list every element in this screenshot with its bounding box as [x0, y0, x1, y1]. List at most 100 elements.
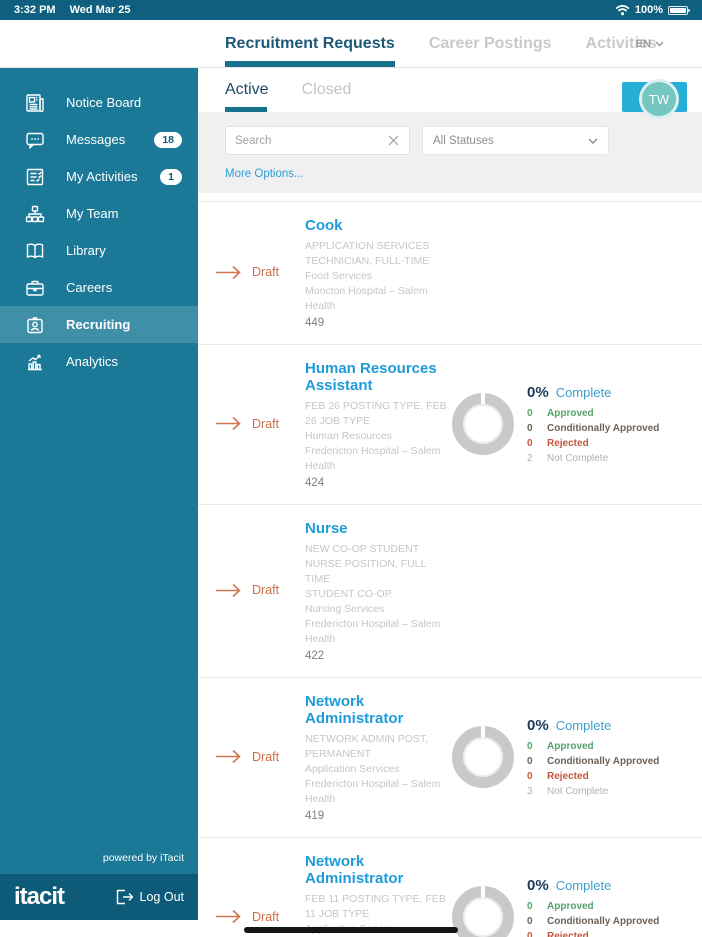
chevron-down-icon: [655, 40, 664, 47]
sidebar-item-label: Library: [66, 243, 106, 258]
sidebar-item-careers[interactable]: Careers: [0, 269, 198, 306]
approved-count-line: 0 Approved: [527, 407, 594, 419]
content-panel: Active Closed NEW TW All Statuses: [198, 68, 702, 937]
approval-progress: 0% Complete 0 Approved 0 Conditionally A…: [452, 691, 702, 822]
rejected-count-line: 0 Rejected: [527, 437, 589, 449]
progress-percent: 0%: [527, 716, 549, 734]
language-selector[interactable]: EN: [636, 20, 664, 67]
logout-label: Log Out: [139, 890, 184, 904]
request-title[interactable]: Nurse: [305, 520, 348, 537]
sidebar-item-label: Messages: [66, 132, 126, 147]
request-row[interactable]: Draft Network Administrator NETWORK ADMI…: [198, 677, 702, 837]
tab-bar: Active Closed NEW TW: [198, 68, 702, 119]
status-filter-dropdown[interactable]: All Statuses: [422, 126, 609, 155]
sidebar-item-my-team[interactable]: My Team: [0, 195, 198, 232]
draft-arrow-icon: [215, 908, 242, 925]
newspaper-icon: [23, 91, 47, 115]
request-row[interactable]: Draft Network Administrator FEB 11 POSTI…: [198, 837, 702, 937]
request-id: 419: [305, 810, 325, 822]
briefcase-icon: [23, 276, 47, 300]
request-row[interactable]: Draft Nurse NEW CO-OP STUDENT NURSE POSI…: [198, 504, 702, 677]
chevron-down-icon: [588, 138, 598, 144]
tab-closed[interactable]: Closed: [301, 81, 352, 98]
nav-activities[interactable]: Activities: [585, 34, 657, 52]
nav-recruitment-requests[interactable]: Recruitment Requests: [225, 20, 395, 67]
battery-percent: 100%: [634, 4, 663, 16]
sidebar-item-library[interactable]: Library: [0, 232, 198, 269]
rejected-count-line: 0 Rejected: [527, 770, 589, 782]
more-options-link[interactable]: More Options...: [225, 168, 304, 180]
logout-bar: itacit Log Out: [0, 874, 198, 920]
progress-percent: 0%: [527, 383, 549, 401]
sidebar-item-recruiting[interactable]: Recruiting: [0, 306, 198, 343]
request-row[interactable]: Draft Cook APPLICATION SERVICES TECHNICI…: [198, 201, 702, 344]
approval-progress: 0% Complete 0 Approved 0 Conditionally A…: [452, 358, 702, 489]
progress-complete-label: Complete: [555, 877, 612, 893]
request-type-line: STUDENT CO-OP: [305, 588, 392, 600]
request-type-line: NEW CO-OP STUDENT NURSE POSITION, FULL T…: [305, 543, 426, 585]
sidebar-item-label: Notice Board: [66, 95, 142, 110]
status-bar: 3:32 PM Wed Mar 25 100%: [0, 0, 702, 20]
not-complete-count-line: 2 Not Complete: [527, 452, 609, 464]
nav-career-postings[interactable]: Career Postings: [428, 34, 552, 52]
filter-bar: All Statuses More Options...: [198, 113, 702, 193]
clock-time: 3:32 PM: [14, 4, 56, 16]
progress-percent: 0%: [527, 876, 549, 894]
approved-count-line: 0 Approved: [527, 900, 594, 912]
sidebar-item-notice-board[interactable]: Notice Board: [0, 84, 198, 121]
language-label: EN: [635, 37, 651, 50]
status-filter-value: All Statuses: [433, 134, 494, 147]
clear-search-icon[interactable]: [387, 134, 400, 147]
draft-arrow-icon: [215, 582, 242, 599]
request-type-line: NETWORK ADMIN POST, PERMANENT: [305, 733, 429, 760]
request-title[interactable]: Cook: [305, 217, 343, 234]
request-location: Fredericton Hospital – Salem Health: [305, 445, 441, 472]
powered-by-text: powered by iTacit: [102, 852, 184, 864]
activities-badge: 1: [160, 168, 182, 185]
clock-date: Wed Mar 25: [69, 4, 131, 16]
request-department: Food Services: [305, 270, 373, 282]
request-department: Application Services: [305, 763, 400, 775]
conditionally-approved-count-line: 0 Conditionally Approved: [527, 755, 660, 767]
request-location: Fredericton Hospital – Salem Health: [305, 618, 441, 645]
request-id: 449: [305, 317, 325, 329]
sidebar-item-label: Careers: [66, 280, 113, 295]
request-department: Nursing Services: [305, 603, 385, 615]
request-id: 424: [305, 477, 325, 489]
request-location: Fredericton Hospital – Salem Health: [305, 778, 441, 805]
draft-arrow-icon: [215, 415, 242, 432]
request-row[interactable]: Draft Human Resources Assistant FEB 26 P…: [198, 344, 702, 504]
request-status: Draft: [252, 909, 280, 924]
sidebar-item-label: My Team: [66, 206, 119, 221]
sidebar-item-label: Analytics: [66, 354, 119, 369]
request-location: Moncton Hospital – Salem Health: [305, 285, 428, 312]
logout-button[interactable]: Log Out: [115, 889, 184, 905]
home-indicator[interactable]: [244, 927, 458, 933]
request-title[interactable]: Human Resources Assistant: [305, 360, 437, 394]
wifi-icon: [615, 4, 630, 16]
draft-arrow-icon: [215, 264, 242, 281]
sidebar-item-my-activities[interactable]: My Activities 1: [0, 158, 198, 195]
request-type-line: APPLICATION SERVICES TECHNICIAN, FULL-TI…: [305, 240, 430, 267]
user-avatar[interactable]: TW: [639, 79, 679, 119]
request-status: Draft: [252, 749, 280, 764]
tab-active[interactable]: Active: [225, 68, 269, 112]
search-input[interactable]: [235, 134, 387, 147]
bar-chart-icon: [23, 350, 47, 374]
itacit-logo: itacit: [14, 883, 65, 910]
request-status: Draft: [252, 583, 280, 597]
id-badge-icon: [23, 313, 47, 337]
request-title[interactable]: Network Administrator: [305, 853, 404, 887]
checklist-icon: [23, 165, 47, 189]
sidebar: Notice Board Messages 18 My Activities 1: [0, 68, 198, 920]
rejected-count-line: 0 Rejected: [527, 930, 589, 937]
sidebar-item-label: My Activities: [66, 169, 138, 184]
request-id: 422: [305, 650, 325, 662]
request-title[interactable]: Network Administrator: [305, 693, 404, 727]
progress-donut-chart: [452, 724, 514, 788]
messages-badge: 18: [154, 131, 182, 148]
sidebar-item-analytics[interactable]: Analytics: [0, 343, 198, 380]
conditionally-approved-count-line: 0 Conditionally Approved: [527, 422, 660, 434]
sidebar-item-messages[interactable]: Messages 18: [0, 121, 198, 158]
